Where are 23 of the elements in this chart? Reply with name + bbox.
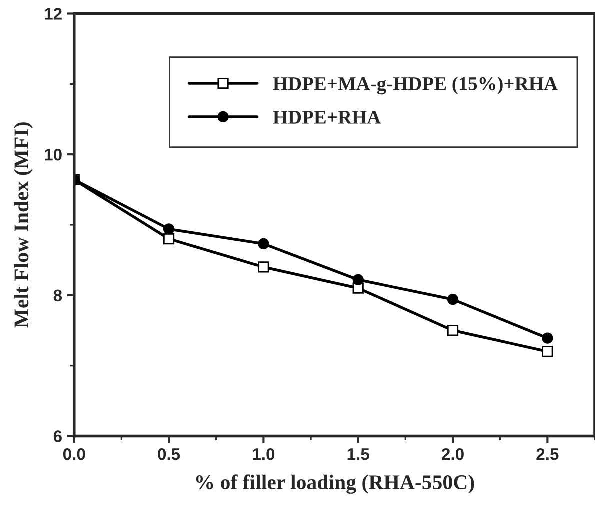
y-tick-label: 10 <box>45 148 62 161</box>
point <box>542 346 554 358</box>
legend-label: HDPE+RHA <box>273 110 382 124</box>
legend-label: HDPE+MA-g-HDPE (15%)+RHA <box>273 76 558 95</box>
point <box>258 262 270 273</box>
point <box>163 224 175 235</box>
x-tick-label: 1.5 <box>348 448 370 460</box>
x-tick-label: 0.5 <box>158 448 180 460</box>
x-tick-label: 1.0 <box>253 448 275 460</box>
y-axis-title: Melt Flow Index (MFI) <box>14 122 33 328</box>
y-tick-label: 6 <box>54 430 62 442</box>
point <box>447 325 459 336</box>
point <box>352 274 364 286</box>
point <box>447 294 459 306</box>
y-tick-label: 8 <box>54 290 62 302</box>
point <box>258 238 270 250</box>
point <box>542 332 554 344</box>
point <box>163 234 175 245</box>
x-axis-title: % of filler loading (RHA-550C) <box>196 474 474 494</box>
x-tick-label: 2.5 <box>536 448 559 460</box>
x-tick-label: 0.0 <box>63 448 86 460</box>
y-tick-label: 12 <box>45 8 62 20</box>
x-tick-label: 2.0 <box>442 448 464 460</box>
